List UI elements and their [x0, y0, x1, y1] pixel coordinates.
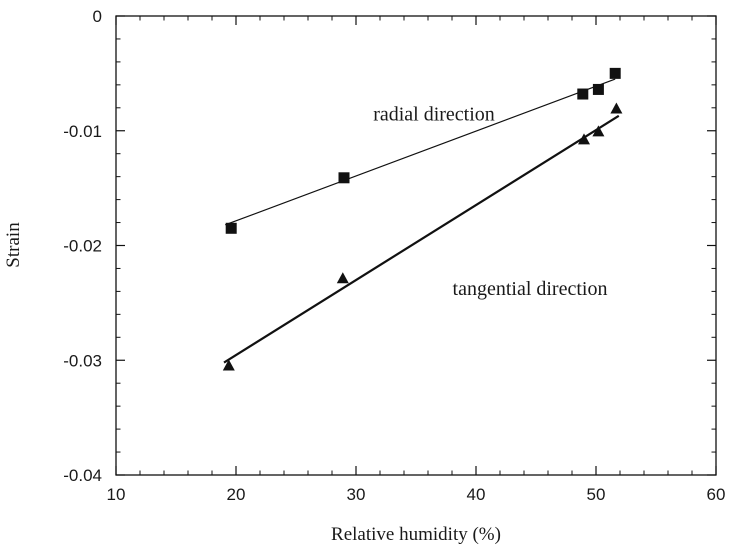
x-axis-label: Relative humidity (%): [331, 524, 501, 545]
square-marker: [225, 222, 237, 234]
x-tick-label: 10: [107, 485, 126, 504]
triangle-marker: [592, 125, 605, 137]
triangle-marker: [578, 133, 590, 145]
axis-ticks: [115, 15, 717, 476]
annotations: radial direction tangential direction: [373, 103, 607, 299]
radial-fit-line: [224, 78, 616, 226]
tick-labels: 10 20 30 40 50 60 0 -0.01 -0.02 -0.03 -0.04: [63, 7, 725, 504]
y-tick-label: -0.03: [63, 351, 102, 370]
tangential-fit-line: [223, 114, 620, 364]
square-marker: [592, 83, 604, 95]
square-marker: [609, 67, 621, 79]
y-tick-label: -0.02: [63, 237, 102, 256]
plot-frame: [115, 15, 717, 476]
x-tick-label: 50: [587, 485, 606, 504]
x-tick-label: 40: [467, 485, 486, 504]
y-axis-label: Strain: [3, 222, 24, 268]
data-points: [222, 67, 623, 371]
x-tick-label: 20: [227, 485, 246, 504]
annotation-label: tangential direction: [453, 278, 608, 300]
triangle-marker: [222, 359, 235, 371]
x-tick-label: 30: [347, 485, 366, 504]
fit-lines: [223, 78, 620, 364]
y-tick-label: -0.01: [63, 122, 102, 141]
square-marker: [338, 172, 350, 184]
y-tick-label: 0: [93, 7, 102, 26]
annotation-label: radial direction: [373, 103, 495, 125]
triangle-marker: [336, 272, 349, 284]
y-tick-label: -0.04: [63, 466, 102, 485]
square-marker: [577, 88, 589, 100]
triangle-marker: [610, 102, 623, 114]
x-tick-label: 60: [707, 485, 726, 504]
